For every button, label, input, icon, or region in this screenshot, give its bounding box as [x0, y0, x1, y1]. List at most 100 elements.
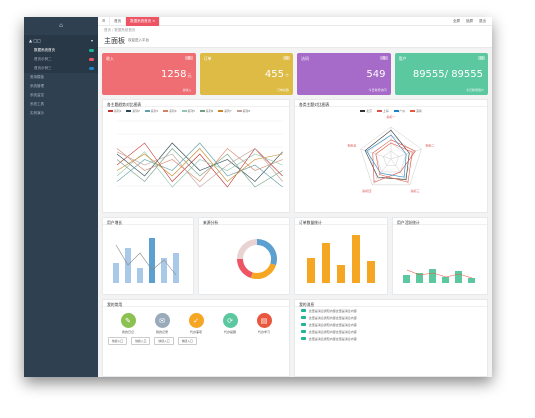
legend-item[interactable]: 系列1	[108, 109, 121, 113]
page-title: 主面板	[104, 36, 125, 45]
card-title: 用户	[398, 56, 407, 61]
user-name: ▲ □□	[29, 38, 41, 43]
card-title: 访问	[301, 56, 309, 61]
panel-title: 我的常用	[103, 300, 289, 307]
shortcut-button[interactable]: 快捷入口	[177, 337, 197, 345]
legend-item[interactable]: 系列2	[126, 109, 140, 113]
series-line	[116, 142, 283, 182]
radar-series	[372, 139, 416, 183]
status-badge	[89, 49, 94, 52]
news-item[interactable]: · 这里是消息通知内容这里是消息内容	[295, 328, 487, 335]
stat-card[interactable]: 用户 月 89555/ 89555 今日新增用户	[394, 53, 488, 95]
shortcut-item[interactable]: ⟳ 代办提醒	[222, 313, 238, 334]
news-item[interactable]: · 这里是消息通知内容这里是消息内容	[295, 314, 487, 321]
radar-series	[366, 134, 407, 178]
lock-button[interactable]: 锁屏	[466, 18, 473, 23]
shortcut-item[interactable]: ✉ 我的记录	[154, 313, 170, 334]
legend-item[interactable]: 系列8	[236, 109, 250, 113]
shortcut-button[interactable]: 快捷入口	[131, 337, 151, 345]
legend-swatch	[410, 110, 416, 112]
shortcut-item[interactable]: ▤ 代办学习	[256, 313, 272, 334]
series-line	[116, 142, 283, 188]
small-chart-panel: 来源分析	[198, 217, 290, 295]
news-item[interactable]: · 这里是消息通知内容这里是消息内容	[295, 321, 487, 328]
sidebar-item-label: 数据系统首页	[34, 48, 55, 52]
sidebar-item-label: 系统监控	[30, 93, 44, 97]
series-line	[116, 148, 283, 188]
app-window: ⌂ ▲ □□ ▾ 数据系统首页 首页示例二 首页示例三 常用模板 系统管理 系统监控 系统工…	[24, 17, 492, 377]
sidebar-item[interactable]: 常用模板	[24, 73, 98, 82]
legend-swatch	[199, 110, 205, 112]
card-value: 549	[366, 69, 386, 80]
legend-item[interactable]: 广州	[393, 109, 405, 113]
news-item[interactable]: · 这里是消息通知内容这里是消息内容	[295, 307, 487, 314]
shortcut-icon: ✉	[154, 313, 170, 328]
shortcut-item[interactable]: ✎ 我的日记	[120, 313, 136, 334]
sidebar-item[interactable]: 数据系统首页	[24, 46, 98, 55]
shortcut-button[interactable]: 快捷入口	[108, 337, 128, 345]
legend-item[interactable]: 系列4	[163, 109, 177, 113]
news-tag: ·	[301, 330, 306, 333]
radar-grid	[360, 126, 422, 186]
logout-button[interactable]: 退出	[479, 18, 486, 23]
stat-card[interactable]: 访问 年 549 今日新增访问	[297, 53, 391, 95]
sidebar-item[interactable]: 首页示例三	[24, 64, 98, 73]
legend-item[interactable]: 北京	[360, 109, 372, 113]
bar	[307, 258, 315, 283]
axis-label: 指标一	[386, 115, 395, 119]
stat-card[interactable]: 收入 月 1258元 总收入	[102, 53, 196, 95]
legend-swatch	[163, 110, 169, 112]
donut-slice	[250, 263, 277, 279]
fullscreen-button[interactable]: 全屏	[453, 18, 460, 23]
sidebar-item[interactable]: 系统工具	[24, 100, 98, 109]
legend-item[interactable]: 上海	[376, 109, 389, 113]
sidebar-item-label: 系统管理	[30, 84, 44, 88]
legend-swatch	[376, 110, 382, 112]
series-line	[116, 148, 283, 188]
bar	[322, 243, 330, 283]
tab-home[interactable]: 首页	[110, 17, 127, 26]
bar	[403, 275, 410, 283]
bar	[149, 238, 155, 283]
news-tag: ·	[301, 309, 306, 312]
legend-item[interactable]: 系列7	[218, 109, 232, 113]
legend-item[interactable]: 系列3	[144, 109, 158, 113]
panel-title: 各主题趋势对比图表	[103, 100, 289, 107]
bar	[352, 235, 360, 283]
user-menu[interactable]: ▲ □□ ▾	[24, 35, 98, 46]
shortcut-label: 我的记录	[155, 330, 168, 334]
stat-card[interactable]: 订单 月 455个 订单总数	[199, 53, 293, 95]
news-text: 这里是消息通知内容这里是消息内容	[308, 315, 357, 320]
panel-title: 各类主题对比图表	[295, 100, 487, 107]
shortcut-list: ✎ 我的日记 ✉ 我的记录 ✓ 代办事项 ⟳ 代办提醒 ▤ 代办学习	[103, 307, 289, 334]
menu-toggle-icon[interactable]: ☰	[98, 17, 111, 26]
legend-item[interactable]: 深圳	[410, 109, 422, 113]
bar	[125, 248, 131, 283]
card-badge: 月	[185, 56, 193, 60]
card-value: 455个	[265, 69, 289, 80]
legend-swatch	[181, 110, 187, 112]
shortcut-icon: ✎	[120, 313, 136, 328]
bar-chart	[307, 235, 375, 283]
legend-item[interactable]: 系列6	[199, 109, 213, 113]
shortcut-item[interactable]: ✓ 代办事项	[188, 313, 204, 334]
card-subtitle: 订单总数	[276, 88, 289, 92]
legend-item[interactable]: 系列5	[181, 109, 195, 113]
sidebar-item[interactable]: 首页示例二	[24, 55, 98, 64]
sidebar-item[interactable]: 实例演示	[24, 109, 98, 118]
legend-label: 上海	[382, 109, 389, 113]
news-item[interactable]: · 这里是消息通知内容这里是消息内容	[295, 335, 487, 342]
shortcuts-panel: 我的常用 ✎ 我的日记 ✉ 我的记录 ✓ 代办事项 ⟳ 代办提醒 ▤ 代办学习 快捷入口 快捷入口快…	[102, 299, 290, 377]
donut-slice	[256, 239, 277, 266]
card-number: 89555/ 89555	[412, 69, 483, 80]
shortcut-button[interactable]: 快捷入口	[154, 337, 174, 345]
tab-dashboard[interactable]: 数据系统首页 ×	[126, 17, 161, 26]
small-chart-panel: 用户活跃统计	[392, 217, 488, 295]
sidebar-item[interactable]: 系统监控	[24, 91, 98, 100]
bar	[442, 277, 449, 283]
legend-label: 系列8	[242, 109, 250, 113]
bar-chart	[403, 269, 475, 283]
shortcut-label: 代办事项	[189, 330, 202, 334]
sidebar-item-label: 首页示例三	[34, 66, 52, 70]
sidebar-item[interactable]: 系统管理	[24, 82, 98, 91]
